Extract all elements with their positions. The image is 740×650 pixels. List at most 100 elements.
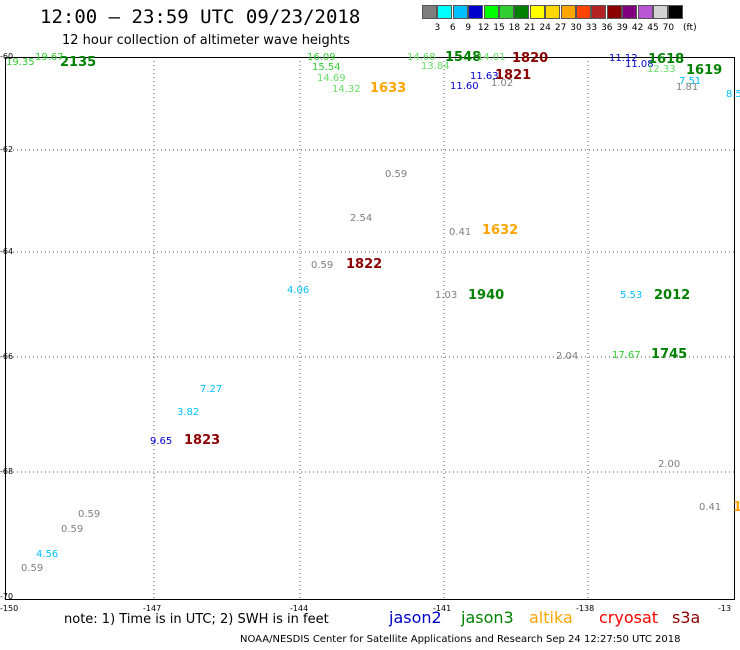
plot-frame: [5, 57, 735, 600]
scale-label: 12: [477, 23, 490, 33]
wave-height-label: 8.5: [726, 89, 740, 100]
wave-height-label: 13.84: [421, 61, 450, 72]
satellite-legend-jason3: jason3: [461, 608, 514, 627]
pass-time-label: 1823: [184, 433, 221, 448]
wave-height-label: 0.59: [311, 260, 334, 271]
wave-height-label: 2.54: [350, 213, 373, 224]
longitude-tick-label: -144: [290, 604, 309, 613]
pass-time-label: 1618: [648, 52, 685, 67]
pass-time-label: 1822: [346, 257, 383, 272]
scale-swatch: [545, 5, 561, 19]
observation-layer: 19.67 19.35 2135 16.09 15.54 14.69 14.32 1633 14…: [5, 51, 740, 600]
scale-swatch: [529, 5, 545, 19]
wave-height-label: 3.82: [177, 407, 200, 418]
wave-height-label: 15.54: [312, 62, 341, 73]
wave-height-label: 14.69: [317, 73, 346, 84]
wave-height-label: 14.68: [407, 52, 436, 63]
wave-height-label: 19.35: [6, 57, 35, 68]
longitude-tick-label: -138: [576, 604, 595, 613]
wave-height-label: 11.60: [450, 81, 479, 92]
scale-label: 21: [524, 23, 536, 33]
wave-height-label: 9.65: [150, 436, 173, 447]
wave-height-label: 7.51: [679, 76, 702, 87]
wave-height-label: 4.06: [287, 285, 310, 296]
scale-swatch: [422, 5, 437, 19]
scale-label: 33: [585, 23, 598, 33]
wave-height-label: 14.32: [332, 84, 361, 95]
scale-label: 30: [570, 23, 582, 33]
satellite-legend-s3a: s3a: [672, 608, 701, 627]
longitude-tick-label: -147: [143, 604, 162, 613]
graticule: [5, 57, 735, 600]
latitude-tick-label: -68: [0, 467, 14, 476]
wave-height-label: 2.04: [556, 351, 579, 362]
wave-height-label: 0.59: [61, 524, 84, 535]
latitude-tick-label: -70: [0, 592, 14, 601]
wave-height-label: 1.81: [676, 82, 699, 93]
footer-credit: NOAA/NESDIS Center for Satellite Applica…: [240, 634, 681, 645]
scale-swatch: [560, 5, 576, 19]
scale-swatch: [622, 5, 638, 19]
scale-swatch: [606, 5, 622, 19]
scale-swatch: [653, 5, 668, 19]
longitude-tick-label: -141: [433, 604, 452, 613]
wave-height-label: 7.27: [200, 384, 223, 395]
scale-label: 3: [434, 23, 441, 33]
scale-swatch: [637, 5, 653, 19]
scale-label: 27: [554, 23, 567, 33]
wave-height-label: 0.59: [78, 509, 101, 520]
latitude-tick-label: -64: [0, 247, 14, 256]
units-note: note: 1) Time is in UTC; 2) SWH is in fe…: [64, 612, 329, 627]
map-title: 12:00 – 23:59 UTC 09/23/2018: [40, 6, 361, 28]
latitude-tick-label: -60: [0, 52, 14, 61]
wave-height-label: 1.03: [435, 290, 458, 301]
scale-label: 42: [631, 23, 644, 33]
scale-swatch: [452, 5, 468, 19]
satellite-legend-altika: altika: [529, 608, 573, 627]
scale-label: 6: [449, 23, 456, 33]
wave-height-label: 1.02: [491, 78, 514, 89]
satellite-legend-cryosat: cryosat: [599, 608, 659, 627]
scale-swatch: [576, 5, 591, 19]
scale-label: 39: [616, 23, 628, 33]
pass-time-label: 1632: [482, 223, 519, 238]
wave-height-label: 0.59: [21, 563, 44, 574]
pass-time-label: 1820: [512, 51, 549, 66]
longitude-tick-label: -150: [0, 604, 19, 613]
scale-label: 18: [508, 23, 521, 33]
scale-swatch: [668, 5, 684, 19]
pass-time-label: 1619: [686, 63, 723, 78]
pass-time-label: 2012: [654, 288, 691, 303]
latitude-tick-label: -62: [0, 145, 14, 154]
wave-height-label: 11.63: [470, 71, 499, 82]
wave-height-label: 19.67: [35, 52, 64, 63]
wave-height-label: 11.12: [609, 53, 638, 64]
wave-height-label: 5.53: [620, 290, 643, 301]
scale-label: 36: [601, 23, 613, 33]
pass-time-label: 1821: [495, 68, 532, 83]
pass-time-label: 1940: [468, 288, 505, 303]
wave-height-label: 0.41: [449, 227, 472, 238]
wave-height-label: 0.59: [385, 169, 408, 180]
longitude-tick-label: -13: [718, 604, 732, 613]
scale-label: 9: [465, 23, 472, 33]
pass-time-label: 2135: [60, 55, 97, 70]
scale-label: 24: [539, 23, 551, 33]
pass-time-label: 1548: [445, 50, 482, 65]
scale-swatch: [499, 5, 514, 19]
scale-label: 15: [493, 23, 505, 33]
pass-time-label: 1745: [651, 347, 688, 362]
wave-height-label: 0.41: [699, 502, 722, 513]
pass-time-label: 1633: [370, 81, 407, 96]
satellite-legend-jason2: jason2: [389, 608, 442, 627]
pass-time-label: 1: [733, 500, 740, 515]
wave-height-label: 4.56: [36, 549, 59, 560]
wave-height-label: 16.09: [307, 52, 336, 63]
scale-swatch: [483, 5, 499, 19]
wave-height-label: 14.01: [477, 52, 506, 63]
scale-swatch: [437, 5, 453, 19]
wave-height-label: 11.08: [625, 59, 654, 70]
scale-swatch: [514, 5, 530, 19]
wave-height-label: 17.67: [612, 350, 641, 361]
map-subtitle: 12 hour collection of altimeter wave hei…: [62, 33, 350, 48]
